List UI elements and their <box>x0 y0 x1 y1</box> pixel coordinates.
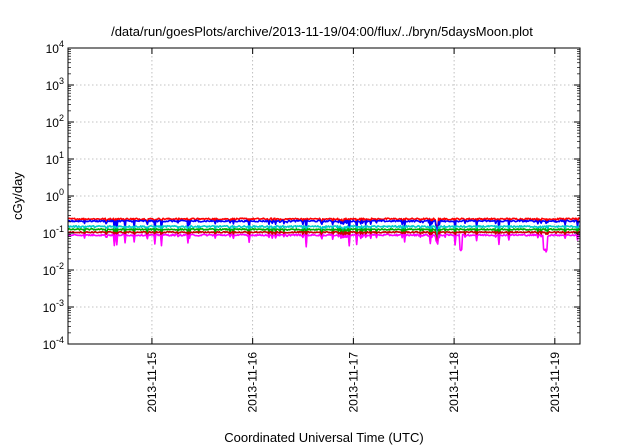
x-tick-label: 2013-11-18 <box>447 352 461 413</box>
y-tick-label: 10-3 <box>43 298 64 315</box>
y-ticks: 10-4 10-3 10-2 10-1 100 101 102 103 104 <box>43 39 580 352</box>
y-tick-label: 10-4 <box>43 335 64 352</box>
series-line <box>67 230 581 245</box>
series-line <box>67 233 581 253</box>
x-axis-label: Coordinated Universal Time (UTC) <box>224 430 423 445</box>
y-axis-label: cGy/day <box>10 172 25 220</box>
y-tick-label: 100 <box>46 187 64 204</box>
y-tick-label: 103 <box>46 76 64 93</box>
chart-title: /data/run/goesPlots/archive/2013-11-19/0… <box>111 24 533 39</box>
y-tick-label: 10-1 <box>43 224 64 241</box>
grid-lines <box>68 48 580 344</box>
x-ticks: 2013-11-15 2013-11-16 2013-11-17 2013-11-18… <box>145 48 562 413</box>
y-tick-label: 104 <box>46 39 64 56</box>
series-line <box>67 224 581 240</box>
x-tick-label: 2013-11-15 <box>145 352 159 413</box>
series-line <box>67 219 581 235</box>
series-group <box>67 217 581 253</box>
x-tick-label: 2013-11-16 <box>246 352 260 413</box>
y-tick-label: 10-2 <box>43 261 64 278</box>
x-tick-label: 2013-11-17 <box>346 352 360 413</box>
series-line <box>67 217 581 231</box>
series-line <box>67 227 581 242</box>
x-tick-label: 2013-11-19 <box>548 352 562 413</box>
y-tick-label: 102 <box>46 113 64 130</box>
y-tick-label: 101 <box>46 150 64 167</box>
